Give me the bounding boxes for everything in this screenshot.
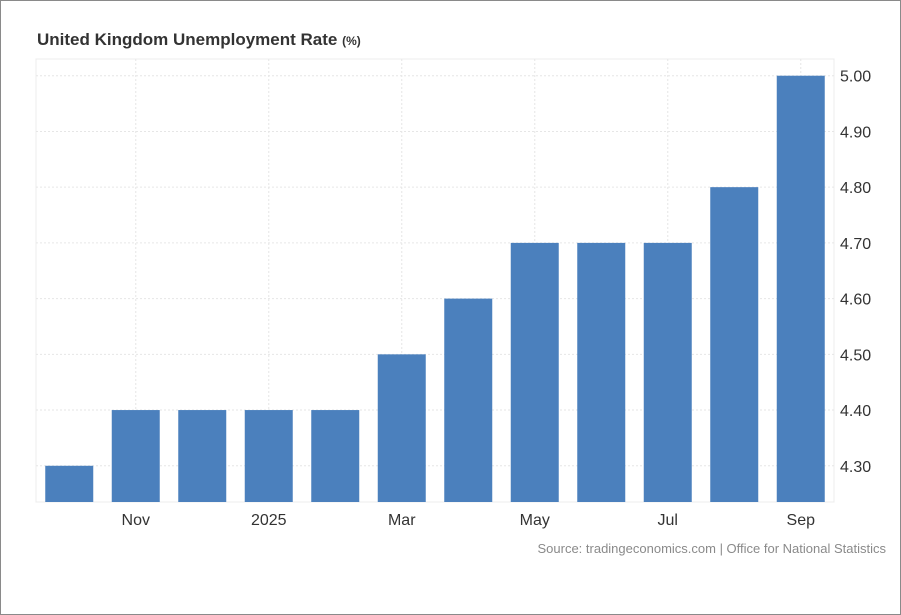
bar-nov [111,410,160,502]
x-tick-label: Jul [658,512,678,529]
y-tick-label: 5.00 [840,69,871,86]
y-tick-label: 4.50 [840,347,871,364]
bar-dec [178,410,227,502]
bar-sep [776,75,825,502]
bar-may [510,242,559,503]
chart-title-text: United Kingdom Unemployment Rate [37,30,338,49]
source-note: Source: tradingeconomics.com | Office fo… [537,541,886,556]
bar-mar [377,354,426,502]
plot-area [35,58,835,503]
x-tick-label: May [520,512,550,529]
chart-unit: (%) [342,34,361,48]
y-tick-label: 4.40 [840,403,871,420]
y-tick-label: 4.80 [840,180,871,197]
bar-2025 [244,410,293,502]
x-tick-label: Sep [787,512,816,529]
bar-jul [643,242,692,503]
chart-title: United Kingdom Unemployment Rate (%) [37,30,361,50]
y-tick-label: 4.90 [840,124,871,141]
bar-jun [577,242,626,503]
x-tick-label: 2025 [251,512,287,529]
x-tick-label: Mar [388,512,416,529]
y-tick-label: 4.60 [840,292,871,309]
x-tick-label: Nov [122,512,150,529]
bar-feb [311,410,360,502]
y-tick-label: 4.70 [840,236,871,253]
y-tick-label: 4.30 [840,459,871,476]
bar-oct [45,465,94,502]
bar-aug [710,187,759,503]
bar-apr [444,298,493,502]
